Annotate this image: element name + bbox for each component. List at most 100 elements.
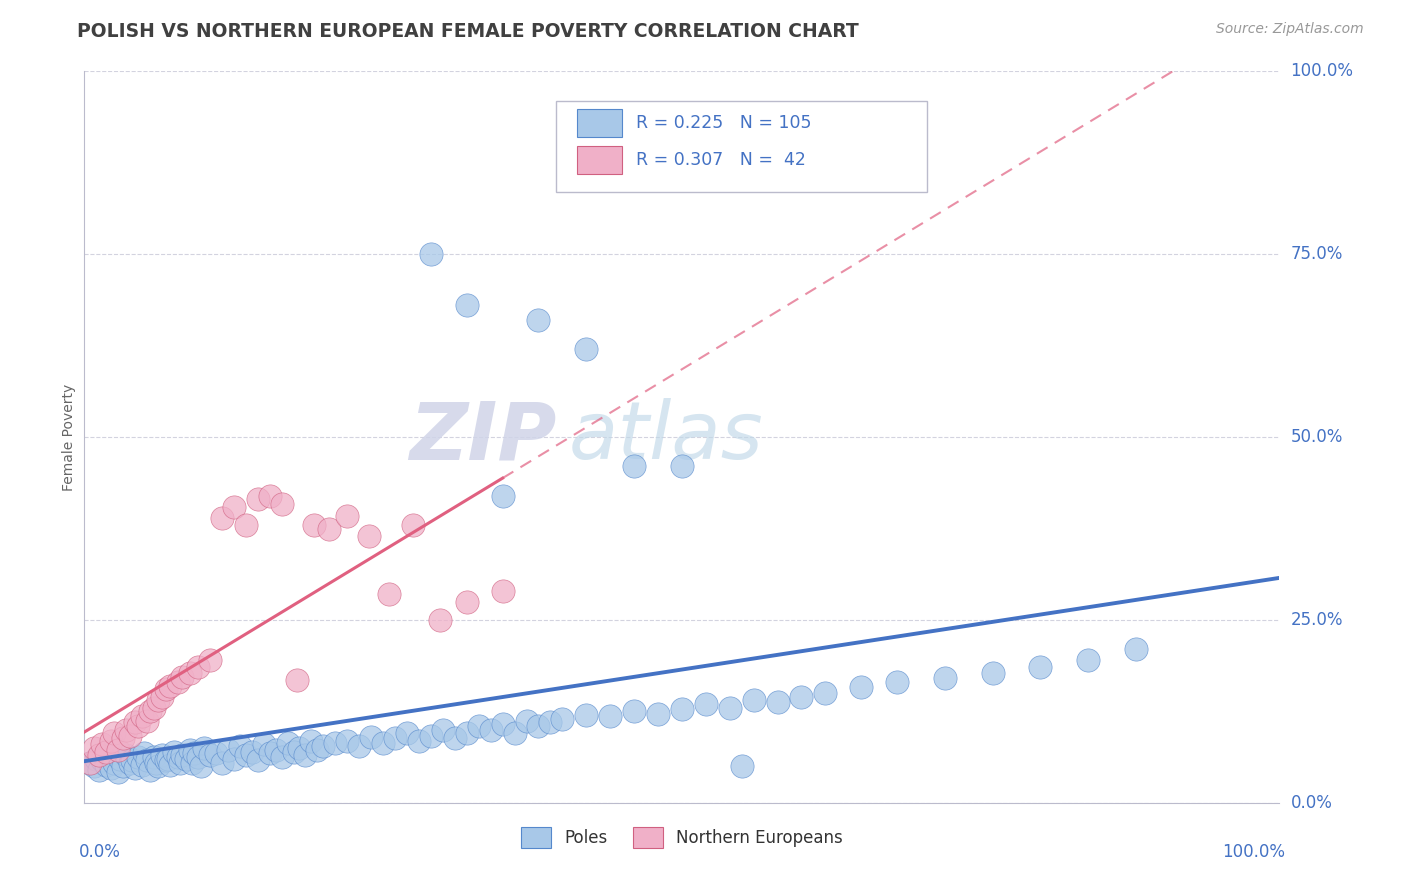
Y-axis label: Female Poverty: Female Poverty	[62, 384, 76, 491]
Point	[111, 759, 134, 773]
Point	[790, 690, 813, 704]
Point	[217, 743, 239, 757]
Text: 0.0%: 0.0%	[79, 843, 121, 861]
Point	[599, 709, 621, 723]
Point	[235, 517, 257, 532]
Point	[851, 680, 873, 694]
Point	[157, 752, 180, 766]
Point	[172, 748, 194, 763]
Point	[115, 748, 138, 763]
Text: atlas: atlas	[568, 398, 763, 476]
Text: 0.0%: 0.0%	[1291, 794, 1333, 812]
Point	[222, 500, 245, 514]
Text: 50.0%: 50.0%	[1291, 428, 1343, 446]
Point	[91, 753, 114, 767]
Point	[155, 682, 177, 697]
Point	[127, 750, 149, 764]
Point	[527, 313, 550, 327]
Point	[312, 739, 335, 753]
Point	[83, 759, 105, 773]
Point	[671, 702, 693, 716]
Point	[83, 740, 105, 755]
Point	[349, 739, 371, 753]
Point	[468, 719, 491, 733]
Point	[259, 489, 281, 503]
Point	[187, 660, 209, 674]
Point	[623, 459, 645, 474]
Point	[253, 737, 276, 751]
Point	[118, 729, 141, 743]
Point	[695, 697, 717, 711]
Point	[142, 750, 165, 764]
Point	[87, 763, 110, 777]
Point	[246, 492, 269, 507]
Point	[86, 752, 108, 766]
Point	[934, 672, 956, 686]
Point	[211, 510, 233, 524]
Point	[110, 752, 132, 766]
Point	[402, 517, 425, 532]
Point	[527, 719, 550, 733]
Point	[229, 739, 252, 753]
Point	[277, 736, 299, 750]
Point	[307, 743, 329, 757]
Point	[302, 517, 325, 532]
Point	[155, 753, 177, 767]
Point	[100, 733, 122, 747]
Text: R = 0.225   N = 105: R = 0.225 N = 105	[637, 114, 813, 132]
Point	[87, 748, 110, 763]
Point	[270, 497, 292, 511]
Point	[270, 750, 292, 764]
Point	[285, 673, 308, 687]
Point	[429, 613, 451, 627]
Point	[479, 723, 502, 737]
Point	[384, 731, 406, 746]
Point	[135, 714, 157, 728]
Point	[79, 756, 101, 770]
Point	[259, 746, 281, 760]
Point	[432, 723, 454, 737]
Point	[127, 719, 149, 733]
Point	[246, 753, 269, 767]
Point	[551, 712, 574, 726]
Point	[742, 693, 765, 707]
Point	[357, 529, 380, 543]
Point	[94, 757, 117, 772]
Point	[169, 756, 191, 770]
Point	[166, 750, 188, 764]
Point	[575, 708, 598, 723]
Point	[107, 743, 129, 757]
Legend: Poles, Northern Europeans: Poles, Northern Europeans	[515, 821, 849, 855]
Point	[235, 748, 257, 763]
Point	[179, 665, 201, 680]
Point	[172, 670, 194, 684]
Text: 100.0%: 100.0%	[1222, 843, 1285, 861]
Point	[671, 459, 693, 474]
FancyBboxPatch shape	[576, 110, 623, 137]
Point	[139, 705, 162, 719]
Point	[575, 343, 598, 357]
Point	[145, 756, 167, 770]
Text: 100.0%: 100.0%	[1291, 62, 1354, 80]
Point	[100, 761, 122, 775]
Point	[408, 733, 430, 747]
Point	[301, 733, 323, 747]
Point	[1077, 653, 1099, 667]
Point	[373, 736, 395, 750]
Point	[132, 746, 156, 760]
Point	[131, 709, 153, 723]
Point	[148, 693, 170, 707]
Point	[166, 675, 188, 690]
Point	[814, 686, 837, 700]
Point	[183, 746, 205, 760]
Point	[492, 583, 515, 598]
Point	[103, 756, 125, 770]
Point	[103, 726, 125, 740]
Point	[318, 521, 340, 535]
Point	[150, 690, 173, 704]
Point	[396, 726, 419, 740]
Point	[766, 695, 789, 709]
Point	[222, 752, 245, 766]
Point	[159, 679, 181, 693]
Point	[107, 765, 129, 780]
